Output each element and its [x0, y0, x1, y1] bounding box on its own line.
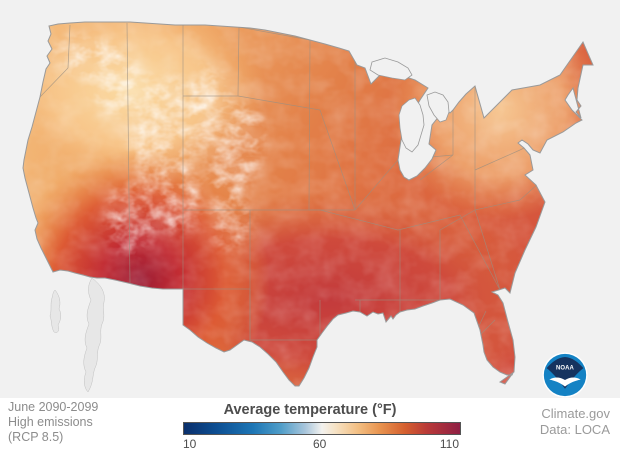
svg-text:NOAA: NOAA	[556, 365, 575, 371]
